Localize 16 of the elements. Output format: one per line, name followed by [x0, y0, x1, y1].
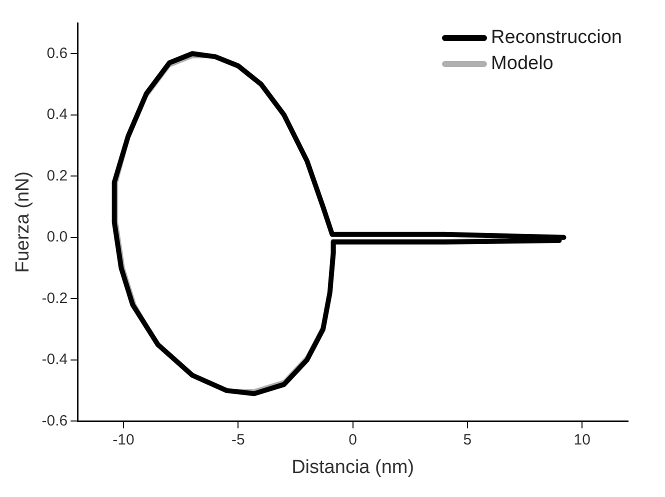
y-axis-title: Fuerza (nN) — [12, 171, 34, 273]
y-tick-label: 0.6 — [46, 44, 68, 62]
x-tick-label: 0 — [348, 431, 357, 448]
y-tick-label: -0.4 — [42, 351, 68, 368]
x-tick-label: 5 — [463, 431, 472, 448]
x-tick-label: -5 — [231, 431, 245, 448]
x-axis-title: Distancia (nm) — [292, 456, 414, 478]
y-tick-label: 0.2 — [46, 167, 68, 184]
y-tick-label: -0.2 — [42, 290, 68, 307]
y-tick-label: 0.0 — [46, 228, 68, 246]
y-tick-label: 0.4 — [46, 106, 68, 124]
y-tick-label: -0.6 — [42, 412, 68, 430]
x-tick-label: 10 — [574, 431, 590, 448]
x-tick-label: -10 — [112, 431, 134, 448]
legend-label: Reconstruccion — [491, 27, 622, 49]
legend-label: Modelo — [491, 53, 554, 75]
